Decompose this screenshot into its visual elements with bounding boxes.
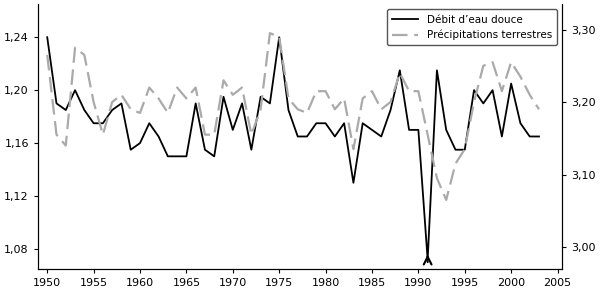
Legend: Débit d’eau douce, Précipitations terrestres: Débit d’eau douce, Précipitations terres… [387,9,557,46]
